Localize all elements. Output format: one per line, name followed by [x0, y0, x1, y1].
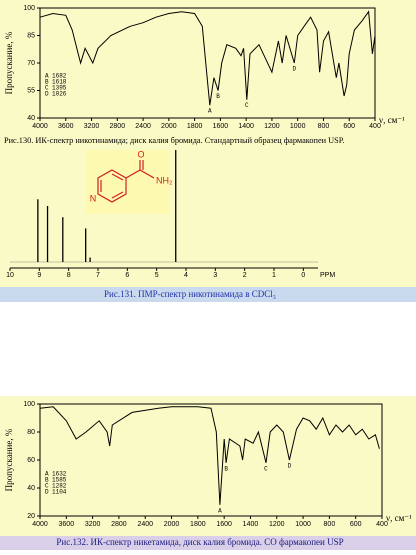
x-axis-label: ν, см⁻¹	[386, 513, 412, 523]
x-tick-label: 3200	[85, 521, 101, 528]
peak-legend-letter: B	[45, 477, 49, 484]
y-tick-label: 40	[27, 115, 35, 122]
figure-caption: Рис.130. ИК-спектр никотинамида; диск ка…	[4, 136, 345, 145]
peak-legend-value: 1104	[52, 489, 67, 496]
y-tick-label: 80	[27, 429, 35, 436]
spectrum-line	[39, 406, 380, 505]
peak-legend-value: 1395	[52, 85, 67, 92]
x-tick-label: 1800	[187, 123, 203, 130]
x-tick-label: 400	[376, 521, 388, 528]
x-tick-label: 400	[369, 123, 381, 130]
peak-marker: D	[288, 463, 292, 470]
y-tick-label: 100	[23, 5, 35, 12]
structure	[97, 160, 155, 203]
peak-marker: C	[245, 102, 249, 109]
y-tick-label: 40	[27, 485, 35, 492]
x-tick-label: 3200	[84, 123, 100, 130]
x-tick-label: 2400	[135, 123, 151, 130]
peak-legend-letter: A	[45, 471, 49, 478]
peak-legend-value: 1632	[52, 471, 67, 478]
x-tick-label: 9	[37, 272, 41, 279]
peak-marker: C	[264, 465, 268, 472]
x-tick-label: 1200	[264, 123, 280, 130]
x-tick-label: 8	[67, 272, 71, 279]
x-tick-label: 5	[155, 272, 159, 279]
x-tick-label: 7	[96, 272, 100, 279]
x-tick-label: 3	[213, 272, 217, 279]
x-tick-label: 4	[184, 272, 188, 279]
x-tick-label: 2800	[110, 123, 126, 130]
x-tick-label: 1800	[190, 521, 206, 528]
atom-label: O	[137, 149, 144, 159]
y-axis-label: Пропускание, %	[4, 428, 14, 491]
x-tick-label: 1600	[216, 521, 232, 528]
peak-legend-value: 1282	[52, 483, 67, 490]
peak-marker: B	[224, 465, 228, 472]
x-tick-label: 800	[324, 521, 336, 528]
peak-marker: A	[218, 507, 222, 514]
peak-legend-letter: B	[45, 79, 49, 86]
x-tick-label: 4000	[32, 123, 48, 130]
x-tick-label: 6	[125, 272, 129, 279]
peak-legend-value: 1026	[52, 91, 67, 98]
x-axis-label: ν, см⁻¹	[379, 115, 405, 125]
x-tick-label: 1000	[290, 123, 306, 130]
x-tick-label: 1	[272, 272, 276, 279]
x-tick-label: 1400	[238, 123, 254, 130]
y-axis-label: Пропускание, %	[4, 31, 14, 94]
caption-bar	[0, 287, 416, 302]
y-tick-label: 70	[27, 60, 35, 67]
x-tick-label: 0	[301, 272, 305, 279]
peak-legend-value: 1618	[52, 79, 67, 86]
x-tick-label: 1200	[269, 521, 285, 528]
spectrum-line	[39, 10, 376, 106]
y-tick-label: 60	[27, 457, 35, 464]
x-tick-label: 1400	[243, 521, 259, 528]
x-tick-label: 3600	[58, 123, 74, 130]
peak-marker: D	[293, 66, 297, 73]
atom-label: NH₂	[156, 175, 173, 185]
structure-box	[86, 150, 170, 214]
y-tick-label: 85	[27, 32, 35, 39]
caption-bar	[0, 536, 416, 550]
peak-legend-letter: C	[45, 85, 49, 92]
figure-caption: Рис.132. ИК-спектр никетамида, диск кали…	[56, 537, 343, 547]
x-tick-label: 2000	[161, 123, 177, 130]
peak-legend-value: 1682	[52, 73, 67, 80]
x-axis-label: PPM	[320, 272, 335, 279]
y-tick-label: 55	[27, 87, 35, 94]
peak-legend-letter: D	[45, 91, 49, 98]
figure-background	[0, 148, 416, 287]
peak-legend-letter: D	[45, 489, 49, 496]
peak-marker: B	[216, 93, 220, 100]
y-tick-label: 20	[27, 513, 35, 520]
x-tick-label: 2000	[164, 521, 180, 528]
peak-legend-letter: C	[45, 483, 49, 490]
peak-legend-letter: A	[45, 73, 49, 80]
x-tick-label: 1600	[213, 123, 229, 130]
peak-marker: A	[208, 108, 212, 115]
atom-label: N	[90, 193, 97, 203]
x-tick-label: 1000	[295, 521, 311, 528]
figure-background	[0, 396, 416, 536]
x-tick-label: 3600	[59, 521, 75, 528]
x-tick-label: 600	[343, 123, 355, 130]
x-tick-label: 2800	[111, 521, 127, 528]
figure-caption: Рис.131. ПМР-спектр никотинамида в CDCl₃	[104, 289, 276, 299]
peak-legend-value: 1585	[52, 477, 67, 484]
x-tick-label: 10	[6, 272, 14, 279]
x-tick-label: 2400	[137, 521, 153, 528]
y-tick-label: 100	[23, 401, 35, 408]
x-tick-label: 2	[243, 272, 247, 279]
x-tick-label: 800	[318, 123, 330, 130]
x-tick-label: 600	[350, 521, 362, 528]
x-tick-label: 4000	[32, 521, 48, 528]
